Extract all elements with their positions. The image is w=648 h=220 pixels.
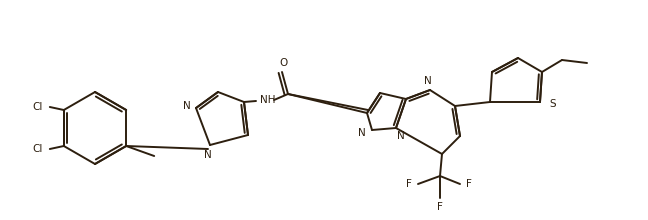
Text: F: F — [466, 179, 472, 189]
Text: Cl: Cl — [32, 102, 43, 112]
Text: N: N — [397, 131, 405, 141]
Text: S: S — [550, 99, 557, 109]
Text: N: N — [183, 101, 191, 111]
Text: O: O — [279, 58, 287, 68]
Text: N: N — [424, 76, 432, 86]
Text: N: N — [204, 150, 212, 160]
Text: N: N — [358, 128, 366, 138]
Text: F: F — [406, 179, 412, 189]
Text: NH: NH — [260, 95, 275, 105]
Text: Cl: Cl — [32, 144, 43, 154]
Text: F: F — [437, 202, 443, 212]
